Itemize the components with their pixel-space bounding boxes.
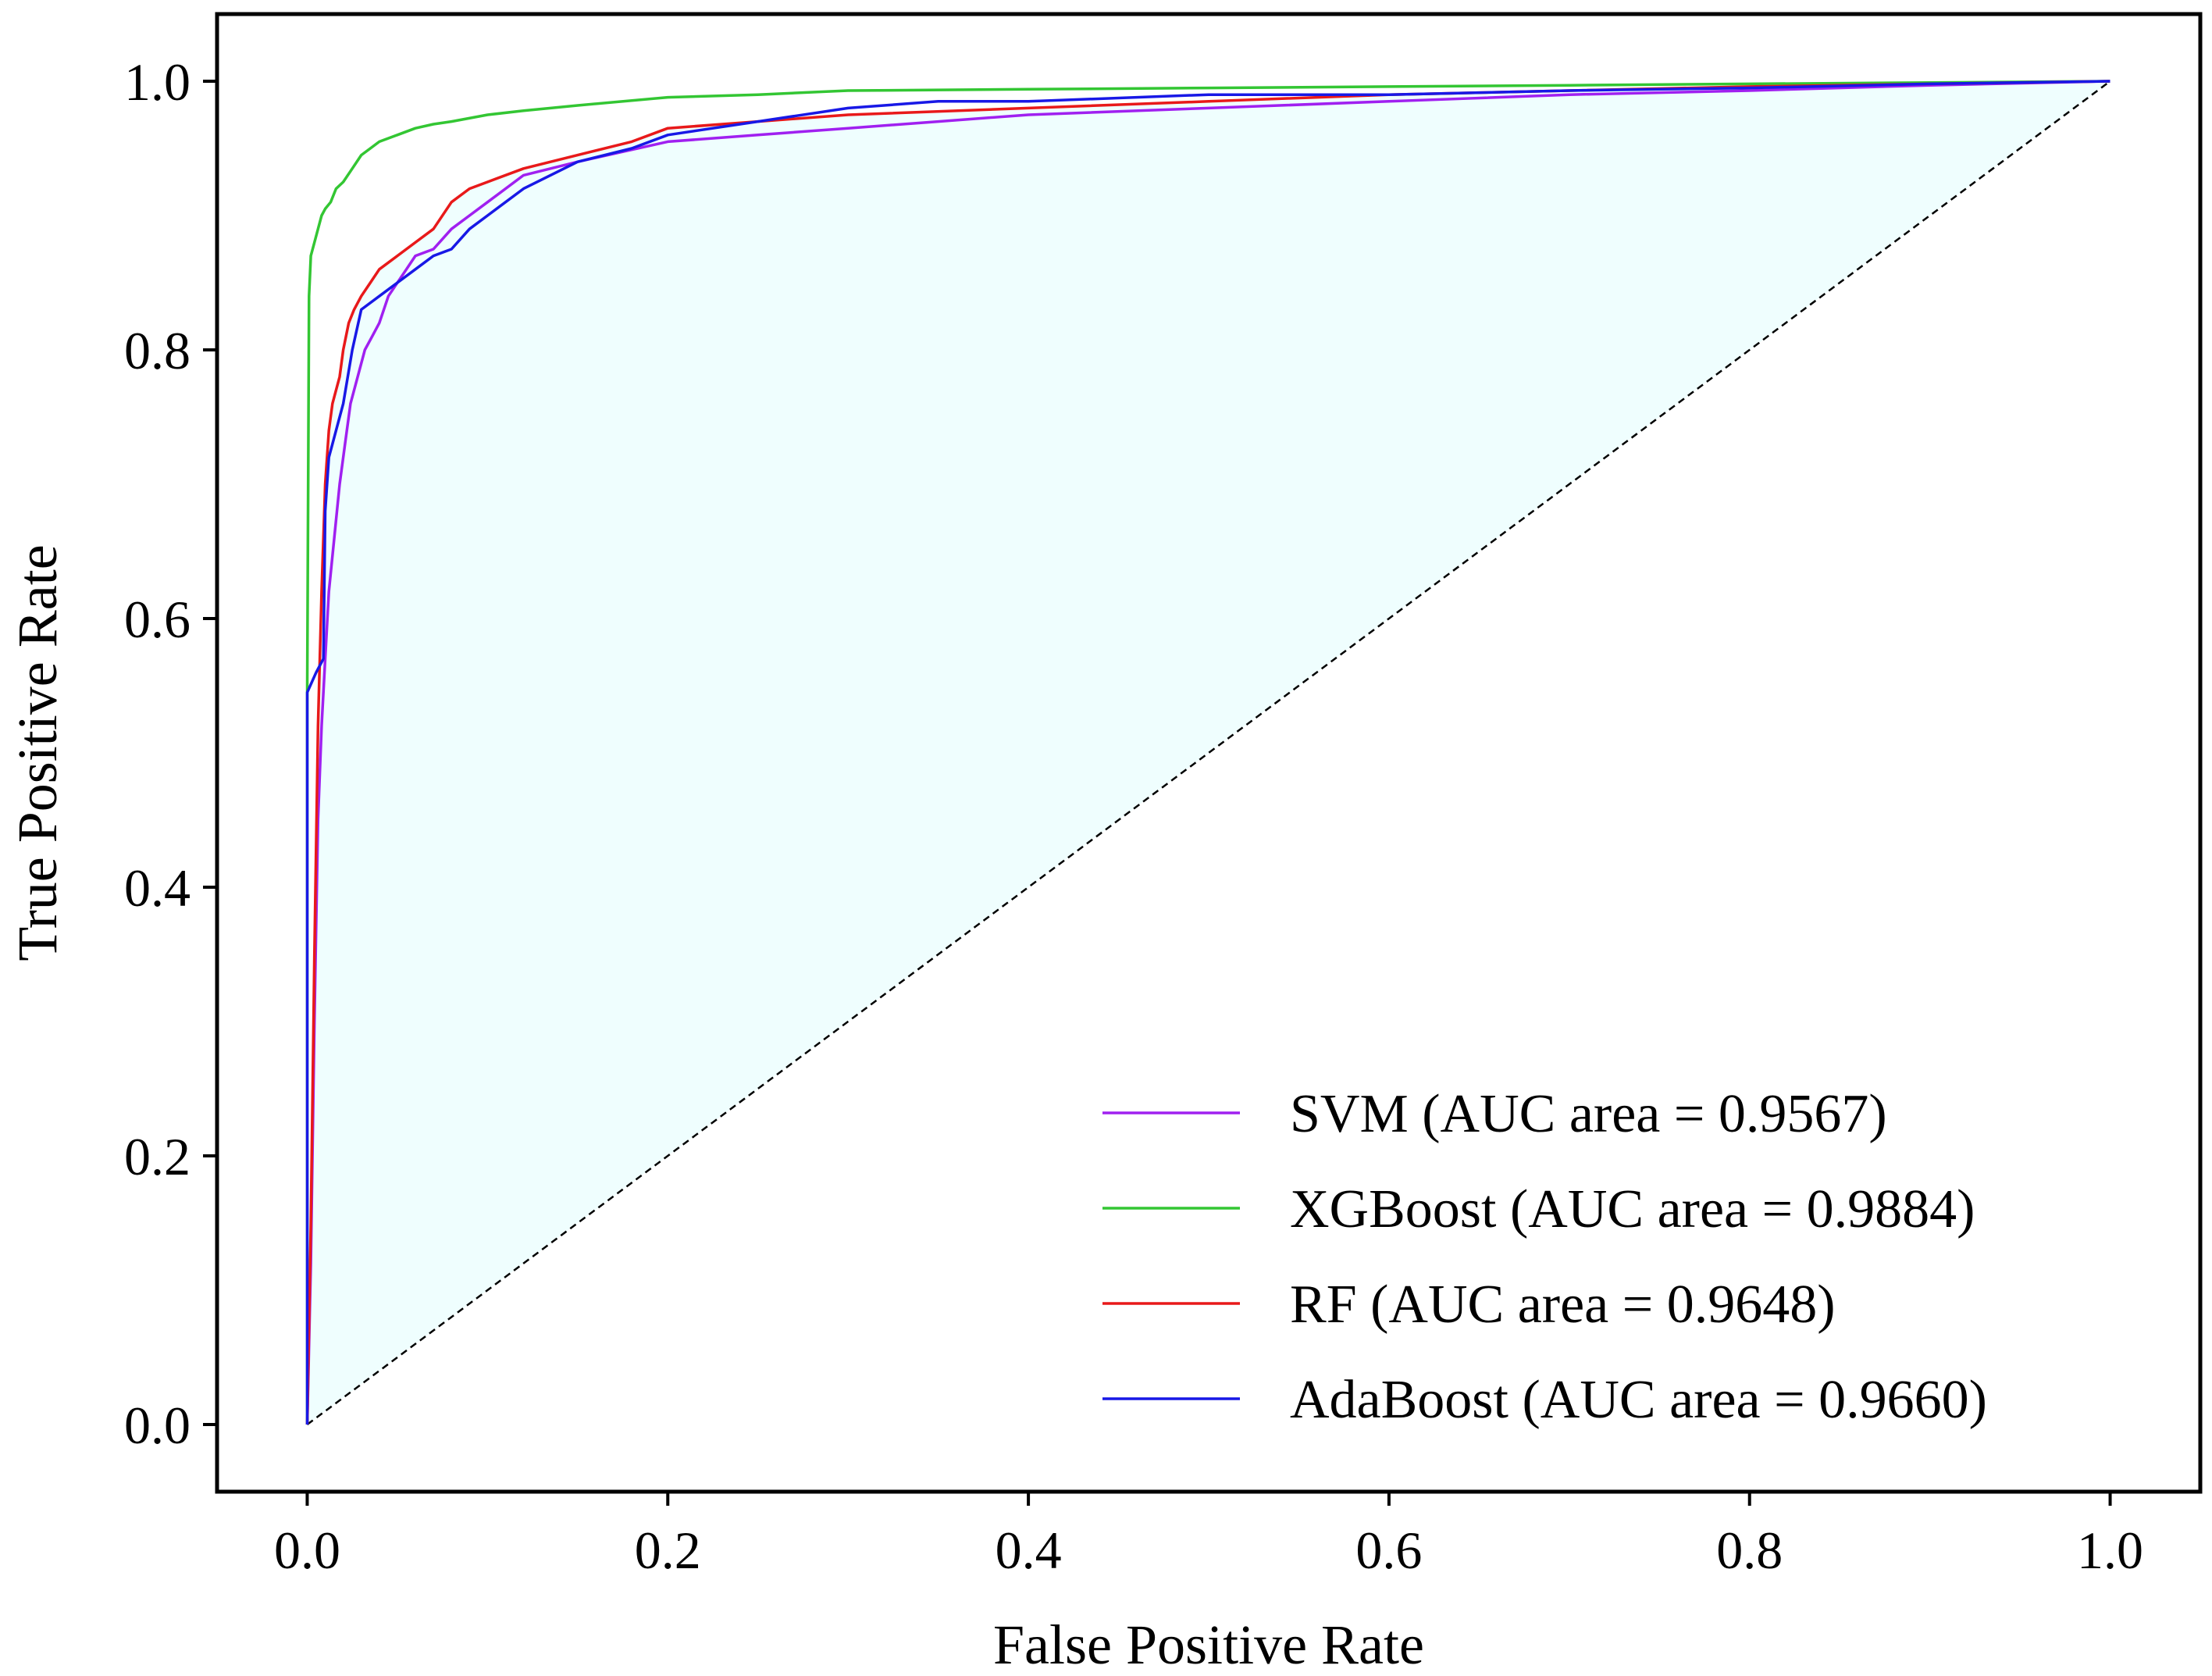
legend-label-rf: RF (AUC area = 0.9648) <box>1290 1275 1836 1335</box>
axes-frame <box>215 12 2203 1494</box>
series-line-xgboost <box>305 80 2110 1425</box>
series-line-adaboost <box>305 80 2110 1425</box>
x-tick-label: 0.4 <box>996 1521 1062 1580</box>
x-tick-label: 0.6 <box>1355 1521 1422 1580</box>
legend: SVM (AUC area = 0.9567) XGBoost (AUC area… <box>1102 1084 1987 1430</box>
x-tick-label: 1.0 <box>2077 1521 2143 1580</box>
legend-label-adaboost: AdaBoost (AUC area = 0.9660) <box>1290 1370 1987 1430</box>
x-tick-label: 0.0 <box>274 1521 340 1580</box>
series-line-svm <box>305 80 2110 1425</box>
legend-label-svm: SVM (AUC area = 0.9567) <box>1290 1084 1887 1144</box>
y-tick-label: 1.0 <box>124 52 191 112</box>
y-tick-label: 0.2 <box>124 1127 191 1186</box>
auc-fill-area <box>307 81 2110 1425</box>
y-tick-label: 0.6 <box>124 590 191 649</box>
y-tick-label: 0.8 <box>124 321 191 380</box>
x-tick-label: 0.8 <box>1716 1521 1783 1580</box>
y-axis-ticks: 0.0 0.2 0.4 0.6 0.8 1.0 <box>124 52 217 1455</box>
fill-layer <box>307 81 2110 1425</box>
series-layer <box>305 80 2110 1425</box>
x-axis-ticks: 0.0 0.2 0.4 0.6 0.8 1.0 <box>274 1492 2143 1580</box>
legend-label-xgboost: XGBoost (AUC area = 0.9884) <box>1290 1179 1975 1239</box>
series-line-rf <box>305 80 2110 1425</box>
y-axis-label: True Positive Rate <box>6 544 69 961</box>
y-tick-label: 0.0 <box>124 1396 191 1455</box>
x-tick-label: 0.2 <box>635 1521 701 1580</box>
x-axis-label: False Positive Rate <box>993 1614 1424 1676</box>
y-tick-label: 0.4 <box>124 858 191 918</box>
